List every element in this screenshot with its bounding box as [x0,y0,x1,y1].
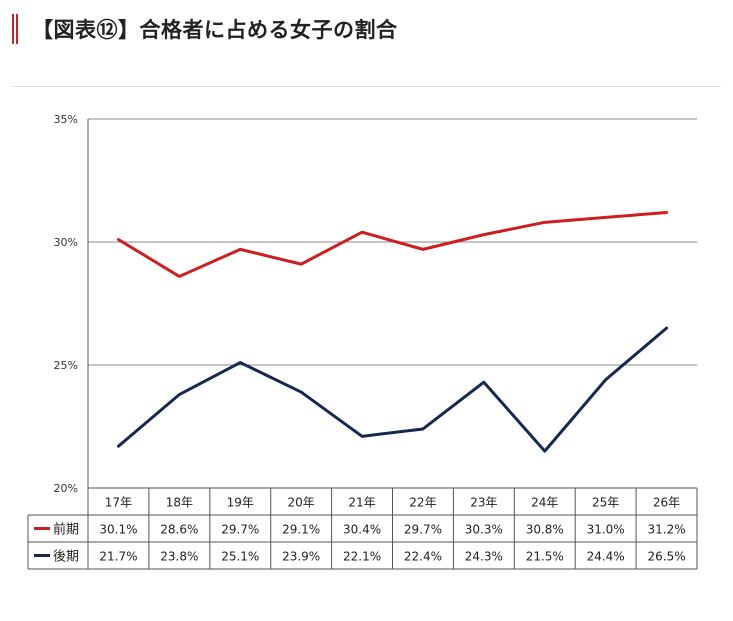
x-category-label: 22年 [409,496,436,510]
data-label: 30.4% [343,523,381,537]
data-label: 30.3% [465,523,503,537]
data-label: 21.5% [526,550,564,564]
data-label: 24.4% [587,550,625,564]
x-category-label: 20年 [288,496,315,510]
data-label: 29.7% [404,523,442,537]
y-tick-label: 35% [54,113,78,126]
data-label: 23.9% [282,550,320,564]
data-label: 25.1% [221,550,259,564]
data-label: 31.0% [587,523,625,537]
data-label: 22.1% [343,550,381,564]
title-divider [12,86,721,87]
x-category-label: 19年 [227,496,254,510]
title-bar: 【図表⑫】合格者に占める女子の割合 [12,12,398,46]
data-label: 29.1% [282,523,320,537]
y-tick-label: 20% [54,482,78,495]
x-category-label: 25年 [592,496,619,510]
data-label: 23.8% [160,550,198,564]
data-label: 24.3% [465,550,503,564]
legend-label: 前期 [53,522,79,538]
data-label: 29.7% [221,523,259,537]
series-line-zenki [116,210,669,278]
x-category-label: 23年 [470,496,497,510]
x-category-label: 24年 [531,496,558,510]
x-category-label: 26年 [653,496,680,510]
series-line-kouki [116,326,669,453]
y-tick-label: 30% [54,236,78,249]
data-label: 22.4% [404,550,442,564]
title-accent-bar [12,14,18,44]
y-tick-label: 25% [54,359,78,372]
data-label: 31.2% [647,523,685,537]
legend-label: 後期 [53,550,79,565]
data-label: 26.5% [647,550,685,564]
data-label: 28.6% [160,523,198,537]
page-title: 【図表⑫】合格者に占める女子の割合 [32,18,398,42]
x-category-label: 21年 [348,496,375,510]
data-label: 21.7% [99,550,137,564]
x-category-label: 17年 [105,496,132,510]
x-category-label: 18年 [166,496,193,510]
data-label: 30.1% [99,523,137,537]
data-label: 30.8% [526,523,564,537]
